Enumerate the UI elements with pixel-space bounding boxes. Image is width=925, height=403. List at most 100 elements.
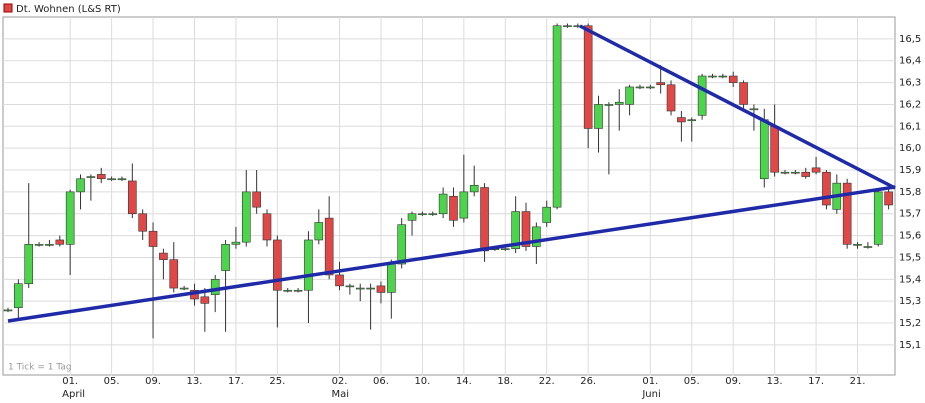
candle-body <box>376 285 386 293</box>
candle-body <box>231 241 241 245</box>
candle-body <box>811 167 821 173</box>
x-tick-label: 01. <box>642 376 658 387</box>
candle-body <box>625 86 634 105</box>
candle-body <box>418 213 427 216</box>
candle-body <box>438 193 448 215</box>
y-tick-label: 15,4 <box>899 274 921 285</box>
month-label: April <box>62 389 85 400</box>
candle-body <box>884 191 893 206</box>
candle-body <box>842 182 852 245</box>
candle-body <box>749 108 759 111</box>
x-tick-label: 13. <box>187 376 203 387</box>
candle-body <box>563 25 572 28</box>
y-tick-label: 16,2 <box>899 99 921 110</box>
candle-body <box>96 174 106 180</box>
month-label: Juni <box>641 389 660 400</box>
candle-body <box>55 239 65 245</box>
candle-body <box>3 309 13 312</box>
y-tick-label: 15,6 <box>899 231 921 242</box>
y-tick-label: 16,0 <box>899 143 921 154</box>
candle-body <box>687 119 697 122</box>
candle-body <box>428 213 438 216</box>
candle-body <box>666 84 676 112</box>
candle-body <box>314 222 324 241</box>
candle-body <box>511 211 520 250</box>
candle-body <box>677 117 686 123</box>
candle-body <box>86 176 96 178</box>
plot-area <box>2 16 896 376</box>
candle-body <box>138 213 147 232</box>
candle-body <box>366 287 375 290</box>
candle-body <box>345 285 355 288</box>
candle-body <box>14 283 23 309</box>
candle-body <box>739 82 748 105</box>
candle-body <box>718 75 728 78</box>
candle-body <box>635 86 645 89</box>
y-tick-label: 15,2 <box>899 318 921 329</box>
candle-body <box>552 25 562 208</box>
candle-body <box>117 178 127 181</box>
candle-body <box>521 211 531 247</box>
y-tick-label: 15,7 <box>899 209 921 220</box>
candle-body <box>759 119 769 180</box>
candle-body <box>262 213 272 241</box>
candle-body <box>335 274 344 287</box>
candle-body <box>770 125 779 173</box>
candle-body <box>324 217 334 276</box>
y-tick-label: 16,3 <box>899 78 921 89</box>
candle-body <box>34 244 44 246</box>
y-tick-label: 15,1 <box>899 340 921 351</box>
x-tick-label: 05. <box>684 376 700 387</box>
y-tick-label: 15,3 <box>899 296 921 307</box>
candle-body <box>200 296 210 304</box>
month-label: Mai <box>332 389 350 400</box>
candle-body <box>293 289 303 292</box>
candle-body <box>449 195 458 221</box>
candle-body <box>148 230 158 247</box>
candle-body <box>459 191 469 219</box>
candle-body <box>24 244 34 284</box>
candle-body <box>128 180 137 215</box>
candle-body <box>169 259 179 289</box>
x-tick-label: 17. <box>228 376 244 387</box>
candle-body <box>65 191 75 245</box>
candle-body <box>728 75 738 83</box>
y-tick-label: 16,4 <box>899 56 921 67</box>
candle-body <box>791 171 800 174</box>
candle-body <box>76 178 85 193</box>
candle-body <box>873 191 883 245</box>
x-tick-label: 21. <box>850 376 866 387</box>
candle-body <box>594 104 603 129</box>
candle-body <box>697 75 707 116</box>
candle-body <box>542 206 552 223</box>
support-trendline <box>7 185 896 323</box>
chart-title: Dt. Wohnen (L&S RT) <box>16 4 121 15</box>
x-tick-label: 02. <box>332 376 348 387</box>
x-tick-label: 09. <box>725 376 741 387</box>
candle-body <box>221 244 230 271</box>
candle-body <box>387 263 396 293</box>
x-tick-label: 01. <box>62 376 78 387</box>
candle-body <box>708 75 717 78</box>
candle-body <box>614 101 624 105</box>
y-tick-label: 15,9 <box>899 165 921 176</box>
candle-body <box>656 82 665 86</box>
candle-body <box>179 287 189 290</box>
candle-body <box>241 191 251 243</box>
candle-body <box>646 86 655 89</box>
x-tick-label: 05. <box>104 376 120 387</box>
candle-body <box>853 244 862 246</box>
candle-body <box>45 244 54 246</box>
y-tick-label: 16,5 <box>899 34 921 45</box>
candle-body <box>159 252 168 260</box>
candle-body <box>480 187 489 252</box>
candle-body <box>583 25 593 129</box>
candle-body <box>304 239 313 291</box>
candle-body <box>863 246 873 248</box>
x-tick-label: 18. <box>497 376 513 387</box>
candle-body <box>500 248 510 251</box>
candle-body <box>397 224 406 265</box>
x-tick-label: 25. <box>269 376 285 387</box>
candle-body <box>355 287 365 290</box>
